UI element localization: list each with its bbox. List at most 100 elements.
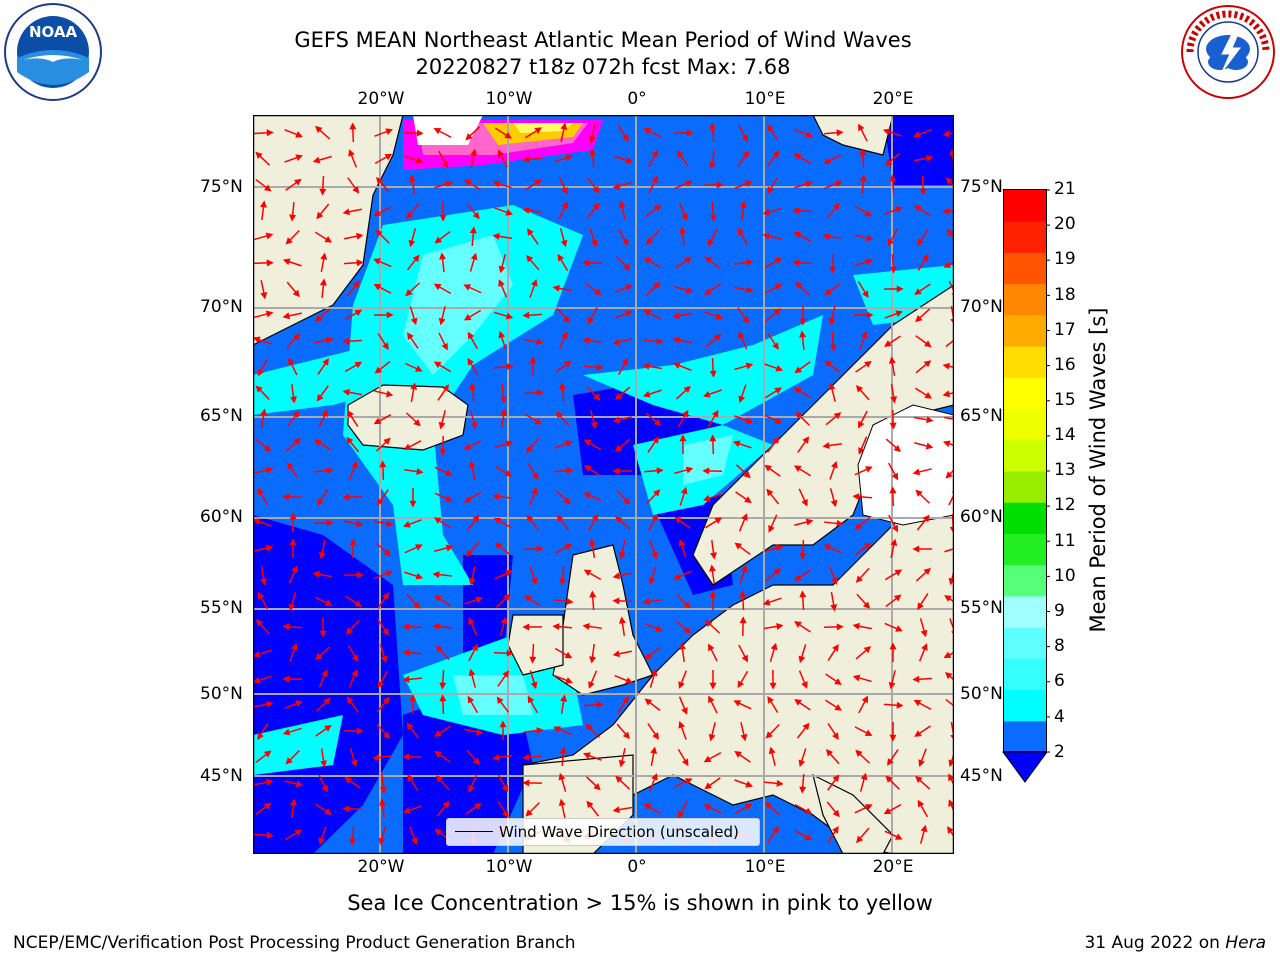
wind-wave-arrowhead (468, 668, 476, 677)
wind-wave-arrowhead (282, 312, 291, 320)
wind-wave-arrowhead (925, 442, 934, 450)
wind-wave-arrowhead (924, 392, 933, 399)
wind-wave-arrowhead (592, 202, 600, 211)
wind-wave-arrowhead (914, 730, 922, 737)
wind-wave-arrowhead (860, 772, 868, 781)
wind-wave-arrowhead (679, 226, 686, 234)
lat-label-50-left: 50°N (200, 684, 243, 704)
wind-wave-arrowhead (882, 128, 891, 136)
wind-wave-arrowhead (494, 542, 503, 550)
wind-wave-arrowhead (497, 149, 505, 158)
wind-wave-arrowhead (441, 342, 448, 351)
wind-wave-arrowhead (294, 829, 303, 837)
wind-wave-arrowhead (773, 308, 782, 316)
wind-wave-arrowhead (774, 283, 783, 291)
wind-wave-arrowhead (859, 174, 867, 182)
wind-wave-arrowhead (536, 545, 544, 553)
wind-wave-arrowhead (745, 780, 754, 788)
wind-wave-arrowhead (260, 291, 268, 300)
noaa-logo-text: NOAA (29, 23, 78, 41)
wind-wave-arrowhead (372, 754, 380, 761)
wind-wave-arrowhead (684, 256, 692, 264)
wind-wave-arrowhead (742, 150, 750, 159)
wind-wave-arrowhead (702, 390, 711, 398)
wind-wave-arrowhead (643, 257, 652, 265)
wind-wave-arrowhead (832, 644, 839, 652)
wind-wave-arrowhead (864, 729, 873, 736)
wind-wave-arrowhead (376, 498, 384, 506)
run-date: 31 Aug 2022 on Hera (1084, 933, 1266, 953)
wind-wave-arrowhead (891, 524, 899, 533)
wind-wave-arrowhead (592, 185, 600, 194)
wind-wave-arrowhead (836, 623, 844, 631)
wind-wave-arrowhead (920, 629, 928, 638)
wind-wave-arrowhead (804, 807, 813, 815)
wind-wave-arrowhead (742, 316, 750, 324)
wind-wave-arrowhead (612, 416, 621, 424)
wind-wave-arrowhead (522, 623, 530, 631)
wind-wave-arrowhead (324, 599, 333, 606)
wind-wave-arrowhead (321, 784, 328, 793)
wind-wave-arrowhead (322, 358, 329, 366)
lat-label-70-right: 70°N (960, 297, 1003, 317)
colorbar-band (1004, 533, 1046, 566)
wind-wave-arrowhead (793, 465, 802, 472)
wind-wave-arrowhead (293, 437, 301, 446)
wind-wave-arrowhead (914, 288, 922, 295)
wind-wave-arrowhead (354, 361, 363, 369)
wind-wave-arrowhead (915, 489, 923, 497)
wind-wave-arrowhead (714, 517, 723, 524)
wind-wave-arrowhead (653, 489, 661, 497)
wind-wave-arrowhead (323, 697, 331, 705)
wind-wave-arrowhead (556, 514, 564, 523)
wind-wave-arrowhead (704, 782, 712, 790)
wind-wave-arrowhead (292, 410, 300, 419)
wind-wave-arrowhead (741, 134, 749, 143)
wind-wave-arrowhead (673, 573, 682, 580)
wind-wave-arrowhead (625, 156, 634, 164)
colorbar-label: Mean Period of Wind Waves [s] (1086, 307, 1110, 633)
wind-wave-arrowhead (864, 361, 872, 368)
wind-wave-arrowhead (709, 434, 717, 442)
colorbar-band (1004, 689, 1046, 722)
wind-wave-arrowhead (467, 357, 475, 366)
wind-wave-arrowhead (582, 259, 590, 267)
wind-wave-arrowhead (865, 258, 874, 266)
wind-wave-arrowhead (282, 675, 290, 683)
wind-wave-arrowhead (583, 569, 592, 577)
wind-wave-arrowhead (893, 444, 902, 453)
wind-wave-arrowhead (562, 315, 571, 323)
wind-wave-arrowhead (530, 577, 538, 586)
wind-wave-arrowhead (678, 720, 685, 729)
wind-wave-arrowhead (496, 696, 504, 705)
wind-wave-arrowhead (711, 409, 719, 418)
wind-wave-arrowhead (253, 676, 261, 684)
wind-wave-arrowhead (591, 513, 599, 522)
wind-wave-arrowhead (435, 645, 443, 653)
wind-wave-arrowhead (411, 837, 418, 845)
wind-wave-arrowhead (526, 254, 534, 263)
wind-wave-arrowhead (593, 393, 601, 401)
wind-wave-arrowhead (524, 595, 532, 602)
wind-wave-arrowhead (799, 330, 807, 338)
wind-wave-arrowhead (295, 780, 304, 788)
wind-wave-arrowhead (285, 757, 293, 765)
wind-wave-arrowhead (895, 310, 903, 317)
wind-wave-arrowhead (464, 179, 472, 186)
wind-wave-arrowhead (836, 129, 844, 137)
wind-wave-arrowhead (383, 548, 391, 557)
wind-wave-arrowhead (642, 598, 650, 605)
wind-wave-arrowhead (463, 443, 472, 450)
wind-wave-arrowhead (565, 677, 573, 684)
lat-label-50-right: 50°N (960, 684, 1003, 704)
wind-wave-arrowhead (922, 514, 930, 523)
lon-label-20w-bottom: 20°W (357, 857, 405, 877)
wind-wave-arrowhead (531, 487, 538, 495)
wind-wave-arrowhead (822, 442, 830, 449)
wind-wave-arrowhead (612, 182, 621, 190)
wind-wave-arrowhead (555, 411, 564, 419)
wind-wave-arrowhead (282, 623, 290, 631)
wind-wave-arrowhead (776, 779, 784, 787)
wind-wave-arrowhead (614, 516, 623, 524)
wind-wave-arrowhead (618, 616, 626, 624)
